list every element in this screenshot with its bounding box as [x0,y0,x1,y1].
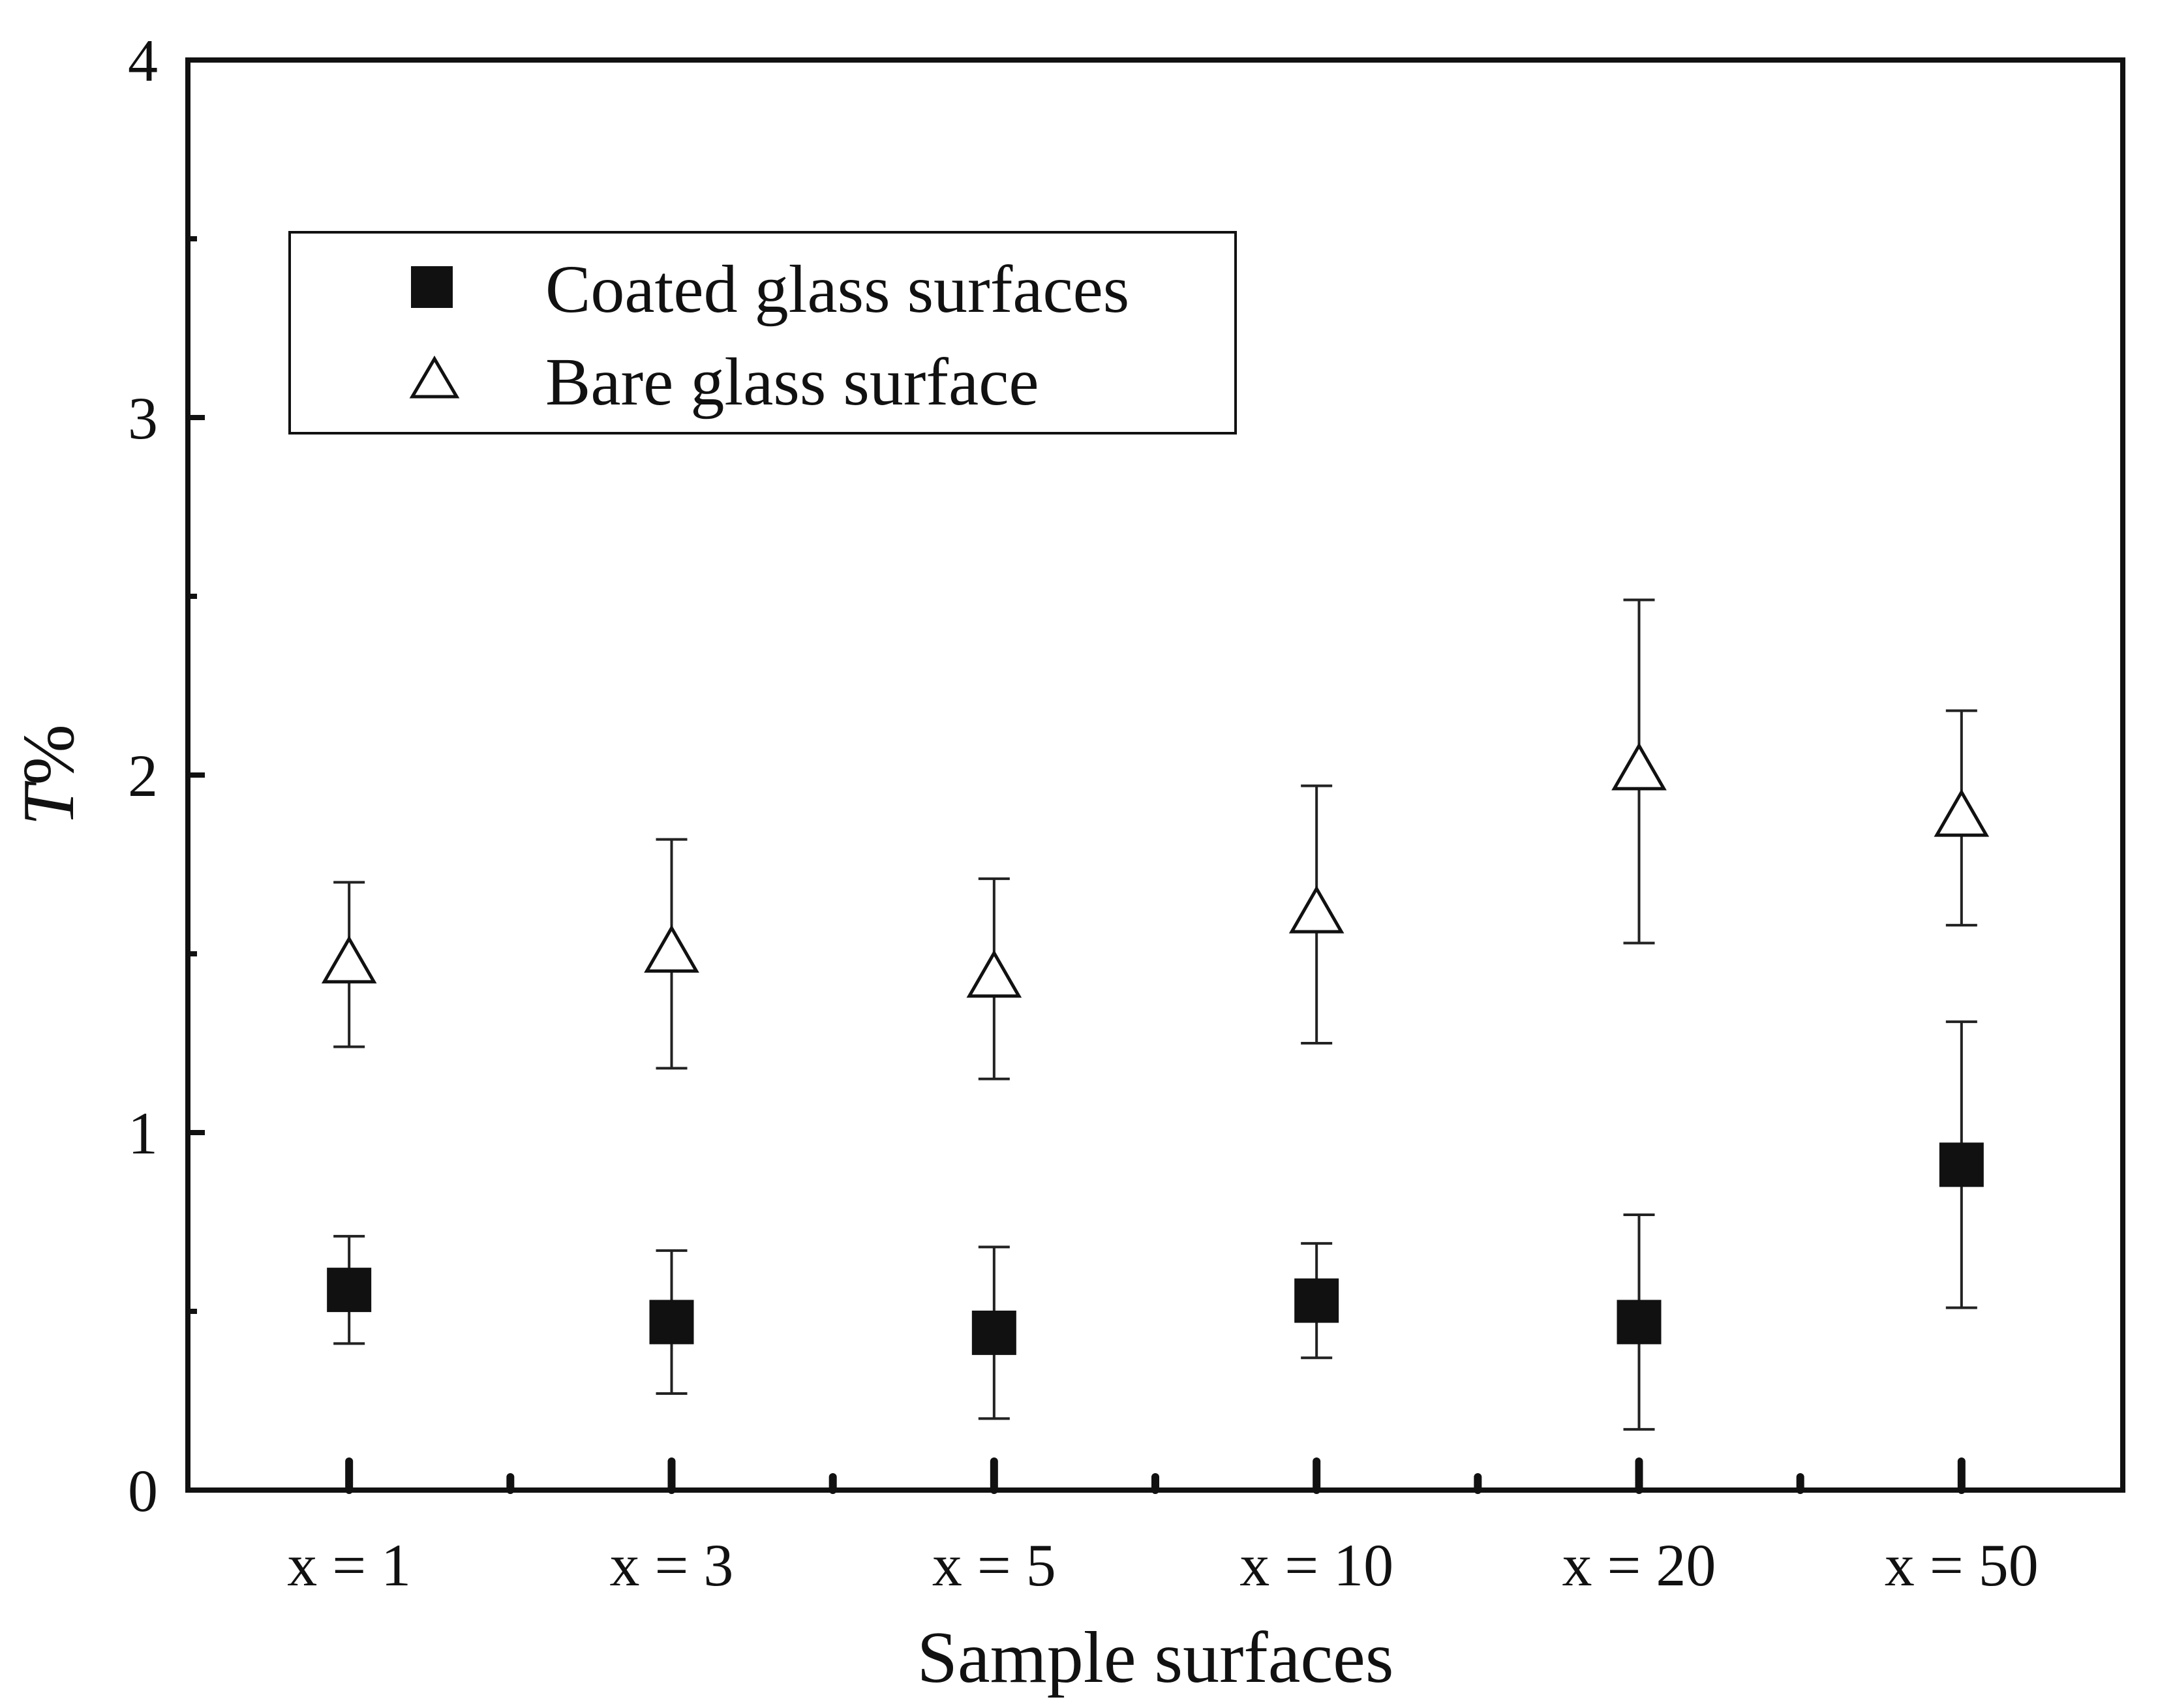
legend-coated-marker [411,266,453,308]
legend-coated-label: Coated glass surfaces [545,252,1129,327]
data-point-square [1294,1278,1339,1323]
x-axis: x = 1 x = 3 x = 5 x = 10 x = 20 x = 50 [287,1457,2039,1598]
series-layer [321,598,1990,1431]
y-tick-label: 1 [128,1100,158,1167]
y-axis: 0 1 2 3 4 [128,27,205,1524]
legend-box [288,231,1237,435]
y-tick-label: 0 [128,1457,158,1524]
y-tick-label: 4 [128,27,158,94]
series-coated [327,1020,1984,1431]
y-axis-title: T% [8,724,89,826]
data-point-triangle [966,949,1022,998]
data-point-triangle [1611,742,1667,791]
x-tick-label: x = 5 [932,1532,1056,1598]
x-tick-label: x = 20 [1562,1532,1716,1598]
y-axis-title-unit: % [8,724,89,785]
y-tick-label: 2 [128,742,158,809]
data-point-square [649,1300,694,1345]
data-point-square [327,1268,372,1313]
legend-bare-label: Bare glass surface [545,344,1039,419]
data-point-triangle [1934,789,1990,837]
y-axis-title-variable: T [8,781,89,826]
data-point-square [1617,1300,1662,1345]
data-point-triangle [321,935,377,984]
plot-frame [185,57,2125,1493]
data-point-square [1939,1142,1984,1187]
x-tick-label: x = 50 [1885,1532,2039,1598]
x-tick-label: x = 3 [610,1532,734,1598]
x-tick-label: x = 10 [1239,1532,1393,1598]
y-tick-label: 3 [128,385,158,451]
legend: Coated glass surfaces Bare glass surface [288,231,1237,435]
x-axis-title: Sample surfaces [917,1617,1394,1698]
x-tick-label: x = 1 [287,1532,411,1598]
legend-bare-marker [409,356,460,399]
data-point-square [971,1310,1016,1355]
data-point-triangle [1288,885,1345,934]
series-bare [321,598,1990,1080]
data-point-triangle [644,924,699,973]
